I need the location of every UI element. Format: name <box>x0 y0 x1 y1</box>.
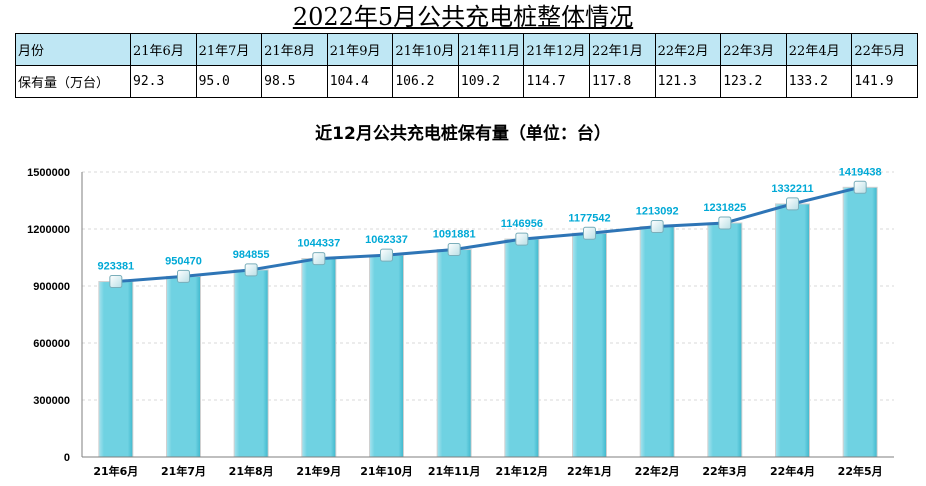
table-value-row: 保有量（万台） 92.3 95.0 98.5 104.4 106.2 109.2… <box>15 65 918 98</box>
table-value-cell: 92.3 <box>130 65 197 98</box>
data-label: 1231825 <box>703 202 746 214</box>
x-tick-label: 21年11月 <box>428 464 481 478</box>
table-month-cell: 22年4月 <box>785 33 853 66</box>
trend-line <box>115 185 861 284</box>
x-tick-label: 22年3月 <box>702 464 747 478</box>
data-label: 1177542 <box>568 212 610 224</box>
table-month-cell: 21年11月 <box>457 33 525 66</box>
table-month-cell: 21年8月 <box>261 33 328 66</box>
data-marker <box>650 220 664 234</box>
x-tick-label: 21年6月 <box>93 464 138 478</box>
table-month-cell: 22年1月 <box>589 33 656 66</box>
bar <box>842 186 878 458</box>
data-marker <box>109 275 123 289</box>
table-month-cell: 22年5月 <box>851 33 918 66</box>
x-tick-label: 22年1月 <box>567 464 612 478</box>
data-label: 1044337 <box>297 238 340 250</box>
bar <box>166 275 201 458</box>
data-marker <box>718 216 732 230</box>
table-month-cell: 21年9月 <box>326 33 394 66</box>
page-title: 2022年5月公共充电桩整体情况 <box>292 3 634 31</box>
data-label: 1332211 <box>771 183 813 195</box>
table-month-cell: 22年3月 <box>720 33 787 66</box>
data-label: 1091881 <box>433 229 476 241</box>
data-marker <box>447 243 461 257</box>
data-label: 1419438 <box>839 166 882 178</box>
data-label: 984855 <box>233 249 270 261</box>
table-header-label: 月份 <box>15 33 131 66</box>
bar <box>369 254 404 458</box>
y-tick-label: 1200000 <box>27 224 70 236</box>
y-tick-label: 600000 <box>33 338 70 350</box>
data-marker <box>515 232 529 246</box>
bar <box>504 238 540 458</box>
data-marker <box>853 180 867 194</box>
table-value-cell: 141.9 <box>851 65 918 98</box>
y-tick-label: 0 <box>64 452 70 464</box>
x-tick-label: 22年2月 <box>635 464 680 478</box>
data-label: 1213092 <box>636 206 679 218</box>
chart-title: 近12月公共充电桩保有量（单位：台） <box>315 124 611 144</box>
table-value-cell: 117.8 <box>589 65 656 98</box>
bar <box>572 232 607 458</box>
table-month-cell: 21年6月 <box>130 33 197 66</box>
table-value-cell: 106.2 <box>392 65 459 98</box>
summary-table: 月份 21年6月 21年7月 21年8月 21年9月 21年10月 21年11月… <box>15 33 918 98</box>
x-tick-label: 21年7月 <box>161 464 206 478</box>
bar <box>707 222 743 458</box>
bar <box>639 226 675 458</box>
data-labels: 923381 950470 984855 1044337 1062337 1091881 1… <box>97 166 881 272</box>
x-tick-label: 22年5月 <box>838 464 883 478</box>
table-month-cell: 21年10月 <box>392 33 459 66</box>
data-label: 1146956 <box>501 218 543 230</box>
table-month-cell: 21年12月 <box>523 33 591 66</box>
data-label: 923381 <box>97 261 134 273</box>
grid-lines <box>82 171 894 401</box>
data-marker <box>583 226 596 240</box>
data-marker <box>786 197 799 211</box>
table-value-cell: 98.5 <box>261 65 328 98</box>
y-tick-label: 300000 <box>33 395 70 407</box>
x-tick-label: 21年9月 <box>296 464 341 478</box>
bar <box>301 258 337 458</box>
data-marker <box>244 263 258 277</box>
table-value-cell: 95.0 <box>195 65 263 98</box>
x-tick-label: 22年4月 <box>770 464 815 478</box>
trend-line-path <box>115 185 861 284</box>
x-tick-label: 21年12月 <box>496 464 549 478</box>
y-tick-label: 1500000 <box>27 167 70 179</box>
data-label: 950470 <box>165 255 202 267</box>
bar <box>436 249 472 458</box>
table-row-label: 保有量（万台） <box>15 65 131 98</box>
data-marker <box>380 248 393 262</box>
axes: 0 300000 600000 900000 1200000 1500000 21年6月 21… <box>27 167 894 478</box>
x-tick-label: 21年8月 <box>229 464 274 478</box>
x-tick-label: 21年10月 <box>360 464 413 478</box>
bar <box>775 203 810 458</box>
table-value-cell: 114.7 <box>523 65 591 98</box>
table-value-cell: 133.2 <box>785 65 853 98</box>
bar <box>98 281 134 458</box>
y-tick-label: 900000 <box>33 281 70 293</box>
markers <box>109 180 867 289</box>
table-value-cell: 121.3 <box>654 65 722 98</box>
data-marker <box>312 252 326 266</box>
table-header-row: 月份 21年6月 21年7月 21年8月 21年9月 21年10月 21年11月… <box>15 33 918 66</box>
data-marker <box>177 269 190 283</box>
table-value-cell: 104.4 <box>326 65 394 98</box>
bars <box>98 186 878 458</box>
bar <box>233 269 269 458</box>
data-label: 1062337 <box>365 234 408 246</box>
